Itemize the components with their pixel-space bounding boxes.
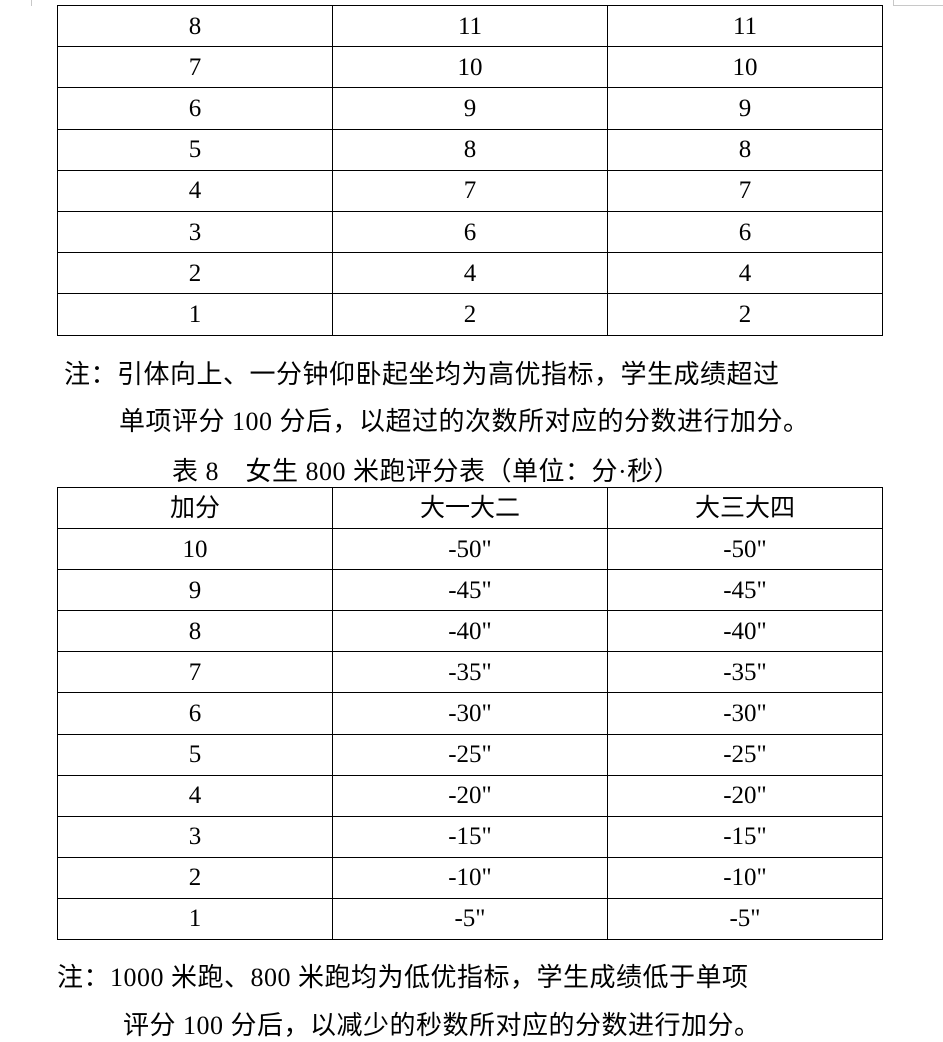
table-row: 1 -5" -5" [57, 897, 883, 941]
table-row: 8 -40" -40" [57, 610, 883, 653]
table-row: 6 -30" -30" [57, 692, 883, 735]
table-cell: 9 [332, 87, 608, 130]
table-cell: 8 [57, 610, 333, 653]
table-header-row: 加分 大一大二 大三大四 [57, 486, 883, 530]
table-cell: 8 [57, 4, 333, 48]
table-8: 加分 大一大二 大三大四 10 -50" -50" 9 -45" -45" 8 -40" -40… [57, 486, 883, 941]
table-cell: -30" [607, 692, 883, 735]
table-cell: -20" [607, 774, 883, 817]
header-cell: 加分 [57, 486, 333, 530]
table-cell: 11 [332, 4, 608, 48]
table-cell: -10" [607, 856, 883, 899]
table-cell: -45" [332, 569, 608, 612]
table-cell: 6 [332, 210, 608, 254]
table-row: 2 -10" -10" [57, 856, 883, 899]
table-cell: 6 [57, 87, 333, 130]
page-margin-mark [893, 5, 943, 6]
table-cell: 8 [607, 128, 883, 171]
table-cell: 2 [57, 252, 333, 295]
table-cell: -50" [332, 528, 608, 571]
header-cell: 大一大二 [332, 486, 608, 530]
note-2-line-2: 评分 100 分后，以减少的秒数所对应的分数进行加分。 [123, 1011, 761, 1040]
table-cell: -40" [607, 610, 883, 653]
table-cell: 7 [57, 46, 333, 89]
table-cell: 2 [332, 293, 608, 336]
table-cell: 1 [57, 293, 333, 336]
table-cell: 6 [607, 210, 883, 254]
table-cell: 7 [332, 169, 608, 212]
table-cell: -50" [607, 528, 883, 571]
table-cell: 7 [57, 651, 333, 694]
table-cell: 3 [57, 210, 333, 254]
table-cell: -5" [607, 897, 883, 941]
table-cell: 1 [57, 897, 333, 941]
table-cell: 2 [607, 293, 883, 336]
table-cell: -25" [332, 733, 608, 776]
table-cell: -20" [332, 774, 608, 817]
table-cell: 10 [57, 528, 333, 571]
table-cell: -35" [332, 651, 608, 694]
note-1-line-1: 注：引体向上、一分钟仰卧起坐均为高优指标，学生成绩超过 [64, 360, 780, 389]
page-margin-mark [31, 0, 32, 6]
table-cell: 4 [332, 252, 608, 295]
table-row: 4 -20" -20" [57, 774, 883, 817]
table-cell: -10" [332, 856, 608, 899]
table-row: 10 -50" -50" [57, 528, 883, 571]
page-margin-mark [893, 0, 894, 6]
table-cell: -40" [332, 610, 608, 653]
table-cell: 5 [57, 128, 333, 171]
table-row: 7 10 10 [57, 46, 883, 89]
table-cell: 11 [607, 4, 883, 48]
table-cell: 5 [57, 733, 333, 776]
table-cell: -5" [332, 897, 608, 941]
table-cell: 4 [57, 169, 333, 212]
table-cell: -25" [607, 733, 883, 776]
table-row: 9 -45" -45" [57, 569, 883, 612]
note-2-line-1: 注：1000 米跑、800 米跑均为低优指标，学生成绩低于单项 [57, 963, 749, 992]
table-cell: 4 [57, 774, 333, 817]
table-row: 8 11 11 [57, 4, 883, 48]
table-row: 7 -35" -35" [57, 651, 883, 694]
table-cell: 7 [607, 169, 883, 212]
table-cell: -35" [607, 651, 883, 694]
note-1-line-2: 单项评分 100 分后，以超过的次数所对应的分数进行加分。 [119, 407, 810, 436]
table-cell: -45" [607, 569, 883, 612]
table-row: 5 -25" -25" [57, 733, 883, 776]
table-row: 3 -15" -15" [57, 815, 883, 858]
table-cell: -30" [332, 692, 608, 735]
header-cell: 大三大四 [607, 486, 883, 530]
table-cell: -15" [607, 815, 883, 858]
table-cell: 3 [57, 815, 333, 858]
table-8-title: 表 8 女生 800 米跑评分表（单位：分·秒） [172, 457, 681, 486]
table-cell: 9 [57, 569, 333, 612]
table-cell: 2 [57, 856, 333, 899]
table-cell: -15" [332, 815, 608, 858]
table-cell: 9 [607, 87, 883, 130]
table-7-continued: 8 11 11 7 10 10 6 9 9 5 8 8 4 7 7 3 6 6 2 4 4 1 2 2 [57, 4, 883, 336]
table-cell: 4 [607, 252, 883, 295]
table-cell: 8 [332, 128, 608, 171]
table-cell: 10 [332, 46, 608, 89]
table-cell: 6 [57, 692, 333, 735]
table-cell: 10 [607, 46, 883, 89]
